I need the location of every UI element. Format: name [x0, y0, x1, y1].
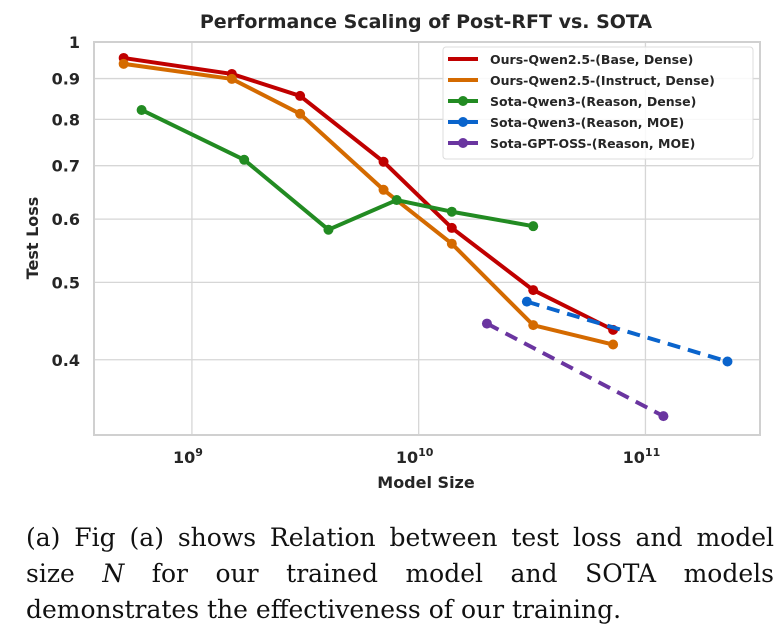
y-axis-label: Test Loss	[23, 197, 42, 280]
data-point	[658, 411, 669, 422]
series-line	[486, 321, 665, 418]
data-point	[722, 356, 733, 367]
data-point	[295, 90, 306, 101]
data-point	[136, 104, 147, 115]
data-point	[446, 222, 457, 233]
y-tick-label: 1	[69, 33, 80, 52]
y-tick-label: 0.4	[52, 351, 80, 370]
data-point	[323, 224, 334, 235]
caption-variable: N	[102, 559, 125, 588]
scaling-chart: Performance Scaling of Post-RFT vs. SOTA…	[23, 11, 761, 492]
grid	[94, 41, 760, 435]
y-tick-label: 0.6	[52, 210, 80, 229]
data-point	[226, 73, 237, 84]
data-point	[378, 184, 389, 195]
legend: Ours-Qwen2.5-(Base, Dense) Ours-Qwen2.5-(…	[442, 46, 754, 160]
data-point	[446, 206, 457, 217]
series-line	[140, 108, 534, 232]
series-line	[526, 299, 729, 364]
legend-box	[442, 46, 754, 160]
series-4	[521, 296, 733, 367]
data-point	[528, 221, 539, 232]
chart-title: Performance Scaling of Post-RFT vs. SOTA	[200, 11, 653, 33]
y-tick-label: 0.9	[52, 70, 80, 89]
series-3	[136, 104, 539, 235]
legend-marker	[458, 117, 468, 127]
series-2	[118, 58, 619, 350]
caption-text-1: (a) Fig (a) shows Relation between test …	[26, 523, 774, 588]
data-point	[481, 318, 492, 329]
x-ticks: 109 1010 1011	[173, 446, 660, 467]
y-tick-label: 0.5	[52, 273, 80, 292]
y-tick-label: 0.8	[52, 110, 80, 129]
x-axis-label: Model Size	[377, 473, 475, 492]
series-5	[481, 318, 669, 422]
legend-label: Sota-Qwen3-(Reason, Dense)	[490, 94, 696, 109]
x-tick-label: 1010	[396, 446, 434, 467]
figure-caption: (a) Fig (a) shows Relation between test …	[26, 520, 774, 628]
legend-marker	[458, 96, 468, 106]
caption-text-2: for our trained model and SOTA models de…	[26, 559, 774, 624]
data-point	[239, 154, 250, 165]
legend-label: Ours-Qwen2.5-(Instruct, Dense)	[490, 73, 715, 88]
legend-label: Sota-Qwen3-(Reason, MOE)	[490, 115, 684, 130]
y-ticks: 1 0.9 0.8 0.7 0.6 0.5 0.4	[52, 33, 80, 370]
data-point	[528, 285, 539, 296]
data-point	[378, 156, 389, 167]
plot-frame	[93, 41, 761, 436]
legend-label: Sota-GPT-OSS-(Reason, MOE)	[490, 136, 695, 151]
legend-label: Ours-Qwen2.5-(Base, Dense)	[490, 52, 693, 67]
data-point	[521, 296, 532, 307]
x-tick-label: 1011	[623, 446, 661, 467]
x-tick-label: 109	[173, 446, 203, 467]
y-tick-label: 0.7	[52, 157, 80, 176]
series-group	[118, 52, 733, 422]
data-point	[446, 238, 457, 249]
data-point	[391, 195, 402, 206]
data-point	[528, 320, 539, 331]
data-point	[295, 108, 306, 119]
data-point	[118, 58, 129, 69]
legend-marker	[458, 138, 468, 148]
data-point	[608, 339, 619, 350]
